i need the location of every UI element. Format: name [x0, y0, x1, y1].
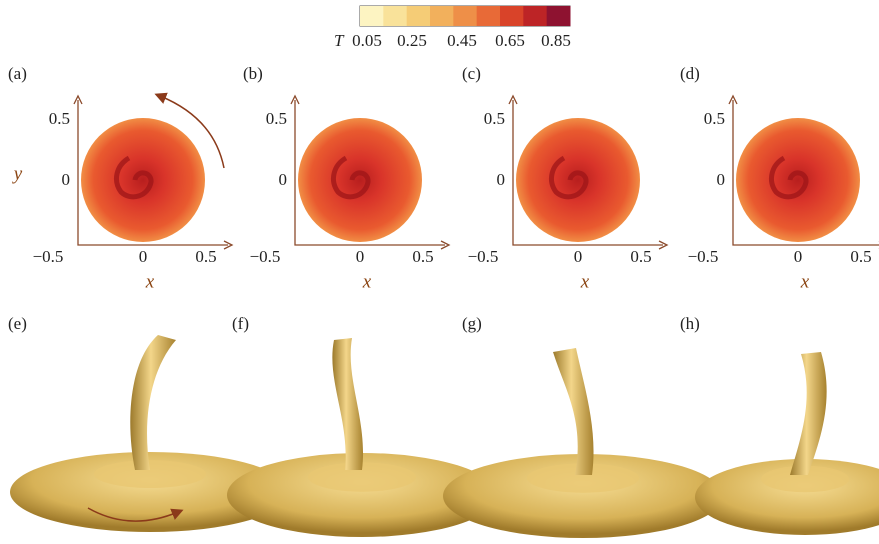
y-tick-label: 0 — [497, 170, 506, 189]
contour-panel: (a) 0.5 0 −0.5 0 0.5 x y — [8, 64, 232, 292]
colorbar-swatch — [547, 6, 571, 26]
x-tick-label: 0.5 — [412, 247, 433, 266]
colorbar-swatch — [430, 6, 454, 26]
y-tick-label: 0 — [62, 170, 71, 189]
y-tick-label: 0 — [279, 170, 288, 189]
colorbar-swatch — [500, 6, 524, 26]
x-tick-label: 0.5 — [850, 247, 871, 266]
x-tick-label: 0.5 — [630, 247, 651, 266]
colorbar-tick-label: 0.25 — [397, 31, 427, 50]
isosurface-panel: (g) — [443, 314, 723, 538]
y-tick-label: 0.5 — [266, 109, 287, 128]
colorbar-swatch — [383, 6, 407, 26]
panel-label: (c) — [462, 64, 481, 83]
isosurface-panel: (h) — [680, 314, 879, 535]
x-tick-label: −0.5 — [33, 247, 64, 266]
colorbar-swatch — [360, 6, 384, 26]
colorbar-tick-label: 0.85 — [541, 31, 571, 50]
panel-label: (d) — [680, 64, 700, 83]
x-tick-label: 0 — [356, 247, 365, 266]
colorbar-swatch — [477, 6, 501, 26]
vortex-stalk — [790, 352, 827, 475]
figure: T 0.050.250.450.650.85(a)0.50−0.500.5xy(… — [0, 0, 879, 544]
colorbar-swatch — [453, 6, 477, 26]
x-tick-label: 0 — [139, 247, 148, 266]
x-tick-label: −0.5 — [250, 247, 281, 266]
x-tick-label: 0 — [574, 247, 583, 266]
colorbar-swatch — [523, 6, 547, 26]
colorbar-swatch — [407, 6, 431, 26]
x-axis-label: x — [145, 271, 155, 292]
contour-panel: (b) 0.5 0 −0.5 0 0.5 x — [243, 64, 449, 292]
y-axis-label: y — [12, 163, 23, 184]
x-tick-label: 0 — [794, 247, 803, 266]
panel-label: (f) — [232, 314, 249, 333]
temperature-disk — [736, 118, 860, 242]
temperature-disk — [298, 118, 422, 242]
vortex-stalk — [130, 335, 176, 470]
y-tick-label: 0.5 — [704, 109, 725, 128]
x-axis-label: x — [580, 271, 590, 292]
panel-label: (h) — [680, 314, 700, 333]
contour-panel: (d) 0.5 0 −0.5 0 0.5 x — [680, 64, 879, 292]
y-tick-label: 0 — [717, 170, 726, 189]
colorbar-tick-label: 0.45 — [447, 31, 477, 50]
x-axis-label: x — [800, 271, 810, 292]
colorbar-tick-label: 0.05 — [352, 31, 382, 50]
x-axis-label: x — [362, 271, 372, 292]
temperature-disk — [81, 118, 205, 242]
y-tick-label: 0.5 — [484, 109, 505, 128]
y-tick-label: 0.5 — [49, 109, 70, 128]
temperature-disk — [516, 118, 640, 242]
x-tick-label: 0.5 — [195, 247, 216, 266]
contour-panel: (c) 0.5 0 −0.5 0 0.5 x — [462, 64, 667, 292]
base-mound — [94, 460, 206, 488]
x-tick-label: −0.5 — [688, 247, 719, 266]
panel-label: (g) — [462, 314, 482, 333]
panel-label: (b) — [243, 64, 263, 83]
colorbar-label: T — [334, 31, 345, 50]
colorbar-tick-label: 0.65 — [495, 31, 525, 50]
vortex-stalk — [332, 338, 363, 470]
panel-label: (e) — [8, 314, 27, 333]
panel-label: (a) — [8, 64, 27, 83]
x-tick-label: −0.5 — [468, 247, 499, 266]
